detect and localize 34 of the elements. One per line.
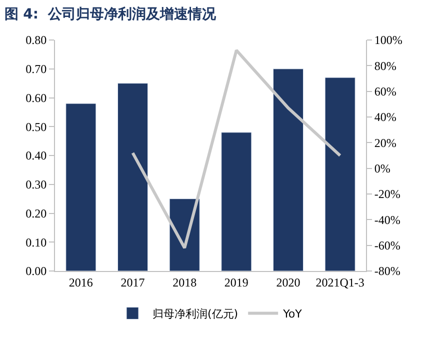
y2-tick-label: -40% <box>374 212 400 227</box>
y2-tick-label: 60% <box>374 84 396 99</box>
chart-title: 图 4: 公司归母净利润及增速情况 <box>4 5 218 22</box>
y2-tick-label: -80% <box>374 264 400 278</box>
x-tick-label: 2017 <box>120 275 145 290</box>
legend-label: 归母净利润(亿元) <box>152 308 238 321</box>
y-tick-label: 0.20 <box>26 206 47 220</box>
x-tick-label: 2020 <box>276 275 300 290</box>
y-tick-label: 0.70 <box>26 62 47 76</box>
x-tick-label: 2021Q1-3 <box>316 275 364 290</box>
bar <box>117 83 148 271</box>
y-tick-label: 0.50 <box>26 120 47 134</box>
y-tick-label: 0.10 <box>26 235 47 250</box>
line-series <box>131 48 342 250</box>
x-tick-label: 2016 <box>68 275 93 290</box>
bar <box>221 132 252 271</box>
y2-tick-label: 80% <box>374 58 396 73</box>
bar <box>272 68 304 271</box>
y-tick-label: 0.80 <box>26 33 47 48</box>
y-tick-label: 0.00 <box>26 264 47 278</box>
legend-label: YoY <box>282 308 302 321</box>
y2-tick-label: -60% <box>374 238 400 253</box>
y-tick-label: 0.60 <box>26 90 47 105</box>
bar <box>66 103 96 271</box>
y2-tick-label: 100% <box>374 33 402 48</box>
y2-tick-label: 20% <box>374 136 396 150</box>
bar <box>324 77 356 271</box>
y-tick-label: 0.40 <box>26 148 47 163</box>
y-tick-label: 0.30 <box>26 178 47 192</box>
y2-tick-label: 0% <box>374 162 390 176</box>
x-tick-label: 2019 <box>224 275 248 290</box>
y2-tick-label: -20% <box>374 187 400 202</box>
x-tick-label: 2018 <box>172 275 197 290</box>
y2-tick-label: 40% <box>374 110 396 124</box>
